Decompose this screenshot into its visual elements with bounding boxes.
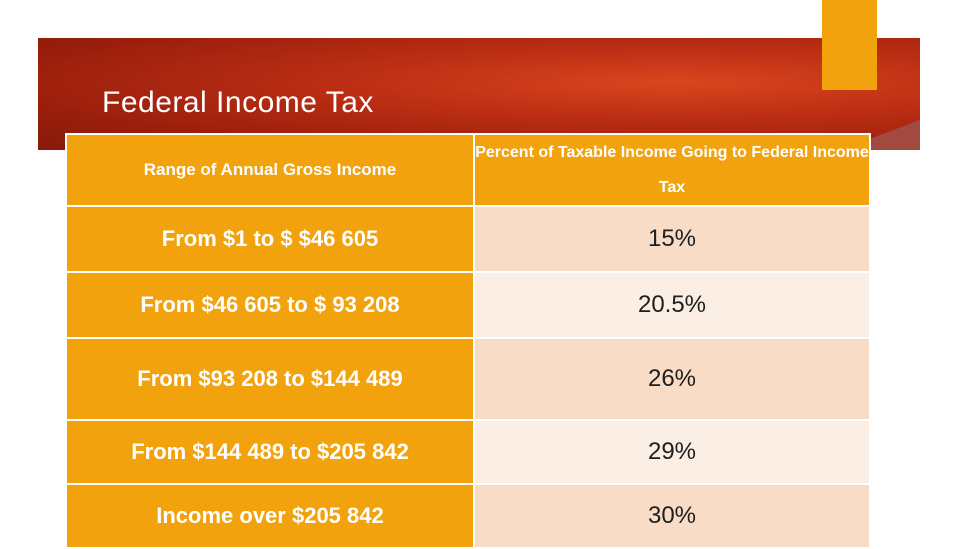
orange-accent-tab <box>822 0 877 90</box>
income-range-cell: From $46 605 to $ 93 208 <box>65 271 475 339</box>
table-row: From $93 208 to $144 489 26% <box>65 337 871 421</box>
title-banner <box>38 38 920 150</box>
tax-rate-cell: 26% <box>473 337 871 421</box>
tax-rate-cell: 30% <box>473 483 871 549</box>
income-range-cell: Income over $205 842 <box>65 483 475 549</box>
table-row: From $144 489 to $205 842 29% <box>65 419 871 485</box>
table-header-row: Range of Annual Gross Income Percent of … <box>65 133 871 207</box>
income-range-cell: From $93 208 to $144 489 <box>65 337 475 421</box>
header-tax-percent: Percent of Taxable Income Going to Feder… <box>473 133 871 207</box>
tax-bracket-table: Range of Annual Gross Income Percent of … <box>65 133 871 549</box>
income-range-cell: From $1 to $ $46 605 <box>65 205 475 273</box>
header-income-range: Range of Annual Gross Income <box>65 133 475 207</box>
table-row: From $46 605 to $ 93 208 20.5% <box>65 271 871 339</box>
tax-rate-cell: 29% <box>473 419 871 485</box>
income-range-cell: From $144 489 to $205 842 <box>65 419 475 485</box>
tax-rate-cell: 20.5% <box>473 271 871 339</box>
table-row: From $1 to $ $46 605 15% <box>65 205 871 273</box>
table-row: Income over $205 842 30% <box>65 483 871 549</box>
slide-title: Federal Income Tax <box>102 86 374 119</box>
tax-rate-cell: 15% <box>473 205 871 273</box>
